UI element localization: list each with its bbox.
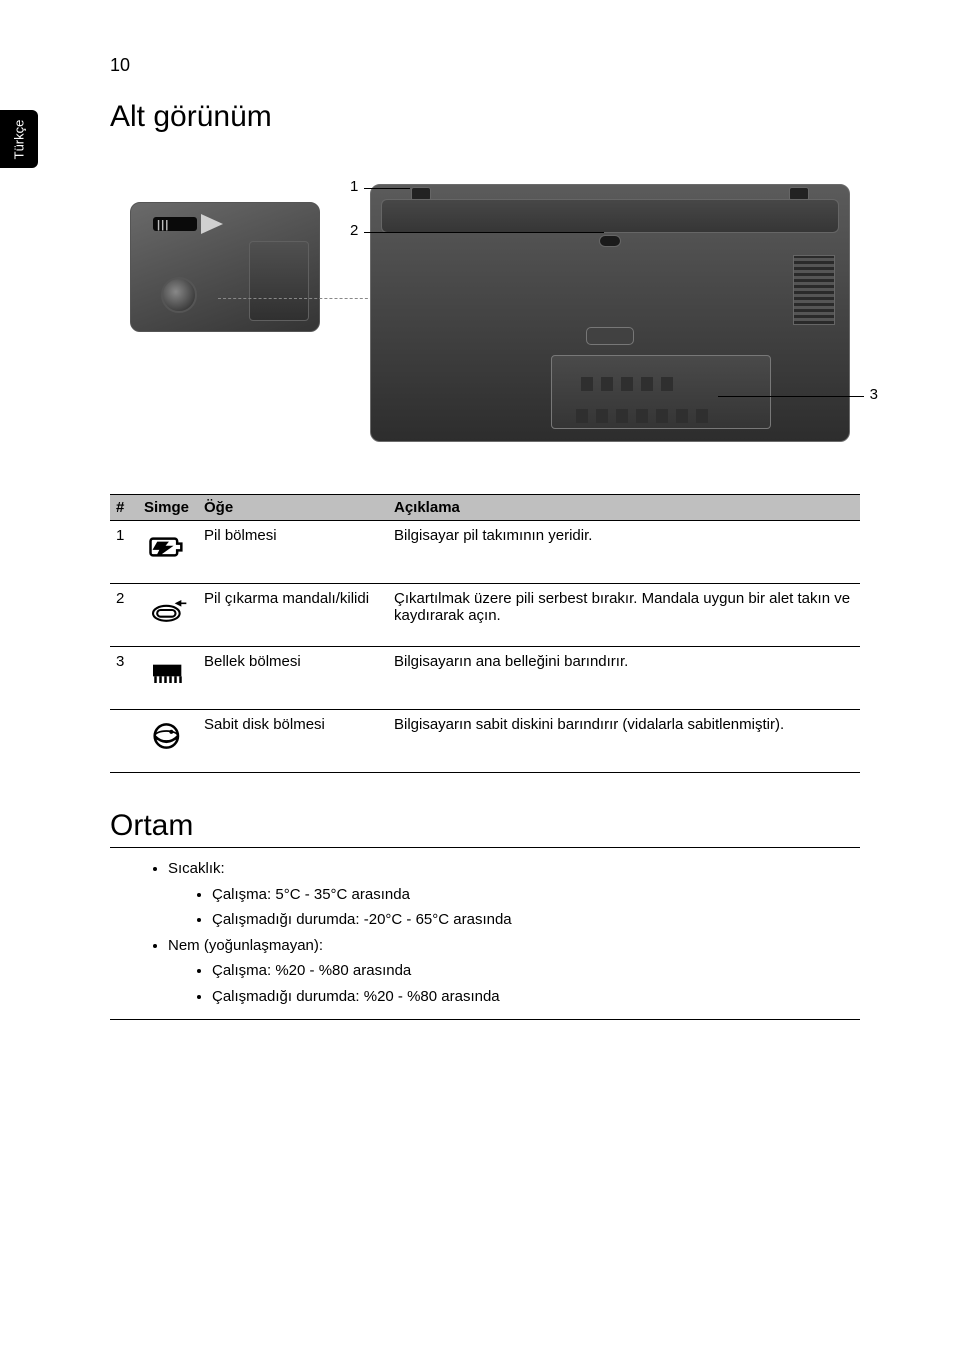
row-num: 3 xyxy=(110,647,138,710)
section-heading: Alt görünüm xyxy=(110,100,860,134)
ridge-pattern-2 xyxy=(576,409,716,423)
slide-arrow-icon xyxy=(201,214,223,234)
env-list: Sıcaklık: Çalışma: 5°C - 35°C arasında Ç… xyxy=(168,856,860,1009)
callout-2: 2 xyxy=(350,222,358,239)
row-desc: Bilgisayar pil takımının yeridir. xyxy=(388,521,860,584)
environment-heading: Ortam xyxy=(110,809,860,843)
latch-bars-shape: | | | xyxy=(157,219,167,231)
screw-icon xyxy=(161,277,197,313)
small-panel-shape xyxy=(249,241,309,321)
ridge-pattern-1 xyxy=(581,377,676,391)
latch-dot-shape xyxy=(599,235,621,247)
bottom-view-diagram: | | | 1 2 3 xyxy=(110,164,860,454)
row-item: Pil çıkarma mandalı/kilidi xyxy=(198,584,388,647)
battery-icon xyxy=(138,521,198,584)
row-desc: Bilgisayarın ana belleğini barındırır. xyxy=(388,647,860,710)
diagram-inset: | | | xyxy=(130,202,320,332)
env-temp-label: Sıcaklık: xyxy=(168,860,225,877)
zoom-dash-line xyxy=(218,298,378,299)
env-hum-nop: Çalışmadığı durumda: %20 - %80 arasında xyxy=(212,984,860,1010)
vent-grille-shape xyxy=(793,255,835,325)
row-num xyxy=(110,710,138,773)
env-temp-item: Sıcaklık: Çalışma: 5°C - 35°C arasında Ç… xyxy=(168,856,860,933)
battery-bay-shape xyxy=(381,199,839,233)
row-num: 2 xyxy=(110,584,138,647)
laptop-base-shape xyxy=(370,184,850,442)
small-hatch-shape xyxy=(586,327,634,345)
env-hum-op: Çalışma: %20 - %80 arasında xyxy=(212,958,860,984)
col-icon: Simge xyxy=(138,495,198,521)
page-content: Alt görünüm | | | 1 2 3 xyxy=(110,100,860,1020)
col-desc: Açıklama xyxy=(388,495,860,521)
row-num: 1 xyxy=(110,521,138,584)
row-desc: Bilgisayarın sabit diskini barındırır (v… xyxy=(388,710,860,773)
spec-table: # Simge Öğe Açıklama 1 Pil bölmesi Bilgi… xyxy=(110,494,860,773)
env-hum-item: Nem (yoğunlaşmayan): Çalışma: %20 - %80 … xyxy=(168,933,860,1010)
table-header-row: # Simge Öğe Açıklama xyxy=(110,495,860,521)
row-item: Pil bölmesi xyxy=(198,521,388,584)
table-row: 3 Bellek bölmesi xyxy=(110,647,860,710)
language-tab-label: Türkçe xyxy=(12,119,27,159)
col-num: # xyxy=(110,495,138,521)
row-item: Bellek bölmesi xyxy=(198,647,388,710)
table-row: 1 Pil bölmesi Bilgisayar pil takımının y… xyxy=(110,521,860,584)
table-row: Sabit disk bölmesi Bilgisayarın sabit di… xyxy=(110,710,860,773)
table-row: 2 Pil çıkarma mandalı/kilidi Çıkartılmak… xyxy=(110,584,860,647)
callout-3-line xyxy=(718,396,864,397)
callout-3: 3 xyxy=(870,386,878,403)
env-temp-nop: Çalışmadığı durumda: -20°C - 65°C arasın… xyxy=(212,907,860,933)
env-hum-label: Nem (yoğunlaşmayan): xyxy=(168,937,323,954)
callout-1-line xyxy=(364,188,410,189)
language-tab: Türkçe xyxy=(0,110,38,168)
callout-2-line xyxy=(364,232,604,233)
env-temp-op: Çalışma: 5°C - 35°C arasında xyxy=(212,882,860,908)
memory-icon xyxy=(138,647,198,710)
row-item: Sabit disk bölmesi xyxy=(198,710,388,773)
row-desc: Çıkartılmak üzere pili serbest bırakır. … xyxy=(388,584,860,647)
latch-icon xyxy=(138,584,198,647)
hdd-icon xyxy=(138,710,198,773)
environment-box: Sıcaklık: Çalışma: 5°C - 35°C arasında Ç… xyxy=(110,847,860,1020)
page-number: 10 xyxy=(110,55,130,76)
col-item: Öğe xyxy=(198,495,388,521)
callout-1: 1 xyxy=(350,178,358,195)
